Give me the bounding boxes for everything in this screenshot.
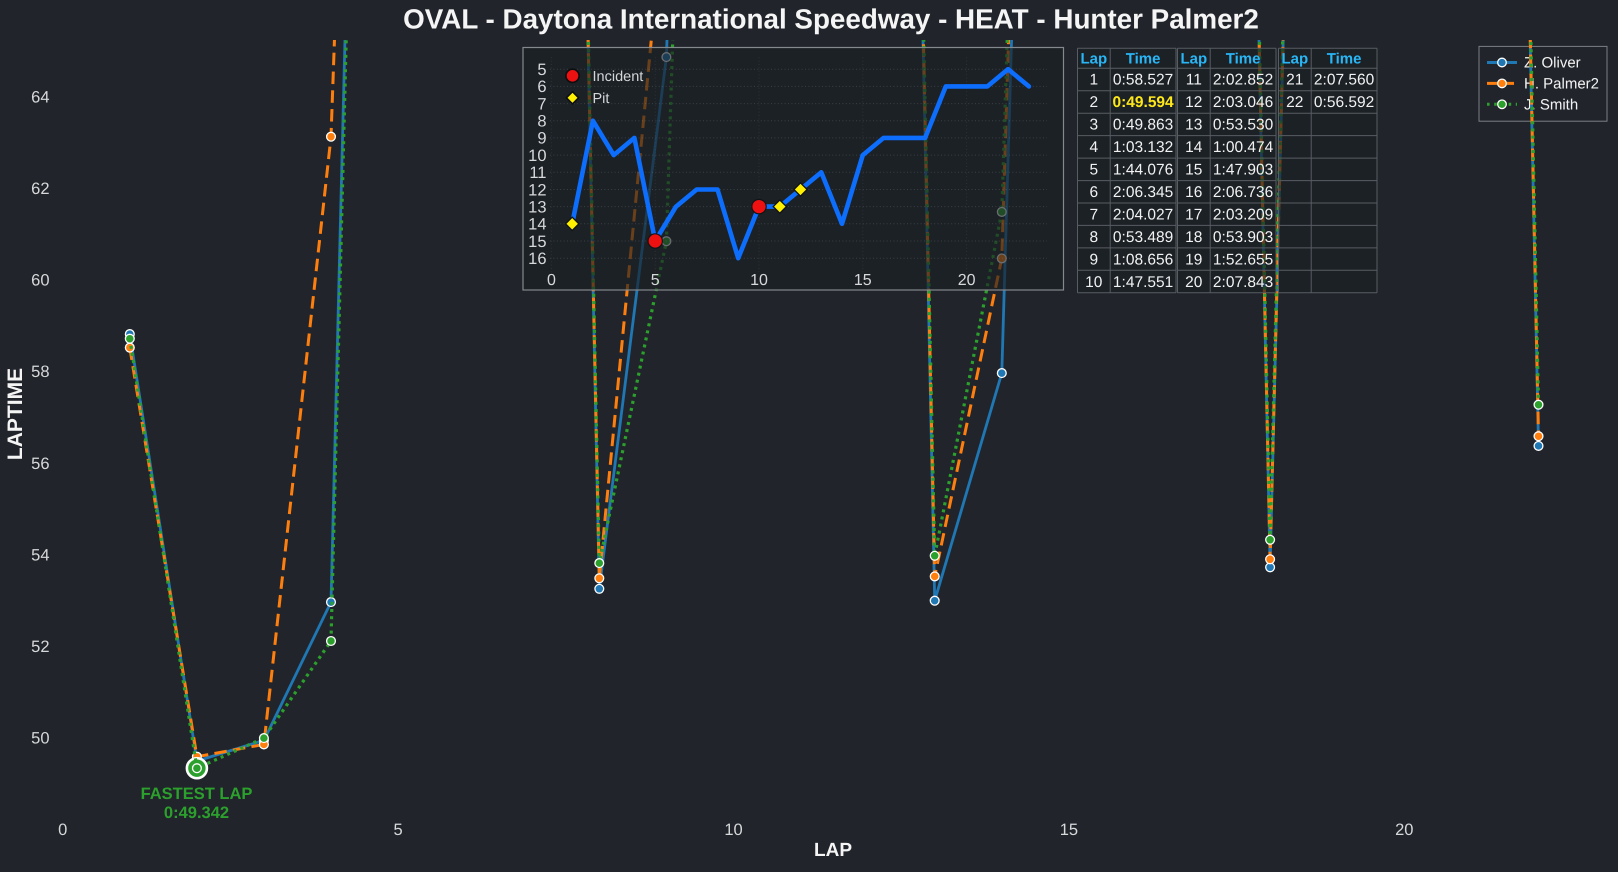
svg-text:0:53.903: 0:53.903 <box>1213 229 1273 246</box>
svg-text:12: 12 <box>528 181 546 199</box>
svg-text:64: 64 <box>31 88 49 106</box>
svg-text:10: 10 <box>724 821 742 839</box>
svg-text:15: 15 <box>1060 821 1078 839</box>
svg-text:1:47.551: 1:47.551 <box>1113 274 1173 291</box>
svg-text:2: 2 <box>1089 94 1098 111</box>
svg-text:LAP: LAP <box>814 840 852 861</box>
svg-text:2:07.560: 2:07.560 <box>1314 72 1375 89</box>
svg-text:J. Smith: J. Smith <box>1524 96 1578 113</box>
svg-text:FASTEST LAP: FASTEST LAP <box>141 785 253 803</box>
svg-text:15: 15 <box>1185 162 1202 179</box>
svg-text:0:58.527: 0:58.527 <box>1113 72 1173 89</box>
svg-text:10: 10 <box>528 147 546 165</box>
svg-text:20: 20 <box>1185 274 1203 291</box>
svg-text:3: 3 <box>1089 117 1098 134</box>
svg-text:7: 7 <box>537 95 546 113</box>
svg-text:0:53.530: 0:53.530 <box>1213 117 1274 134</box>
svg-text:15: 15 <box>854 272 872 289</box>
svg-text:14: 14 <box>1185 139 1203 156</box>
svg-text:0: 0 <box>58 821 67 839</box>
svg-text:1: 1 <box>1089 72 1098 89</box>
svg-text:13: 13 <box>1185 117 1202 134</box>
svg-text:19: 19 <box>1185 251 1202 268</box>
svg-text:1:47.903: 1:47.903 <box>1213 162 1273 179</box>
svg-text:22: 22 <box>1286 94 1303 111</box>
svg-text:Lap: Lap <box>1281 51 1308 68</box>
svg-text:2:07.843: 2:07.843 <box>1213 274 1273 291</box>
svg-text:Time: Time <box>1327 51 1362 68</box>
svg-text:0: 0 <box>547 272 556 289</box>
svg-text:Z. Oliver: Z. Oliver <box>1524 55 1581 72</box>
svg-text:62: 62 <box>31 180 49 198</box>
svg-text:2:06.345: 2:06.345 <box>1113 184 1173 201</box>
svg-text:60: 60 <box>31 272 49 290</box>
svg-text:OVAL - Daytona International S: OVAL - Daytona International Speedway - … <box>403 4 1259 35</box>
svg-text:Time: Time <box>1226 51 1261 68</box>
svg-text:1:52.655: 1:52.655 <box>1213 251 1273 268</box>
svg-text:11: 11 <box>529 164 546 182</box>
svg-text:1:08.656: 1:08.656 <box>1113 251 1173 268</box>
svg-text:5: 5 <box>1089 162 1098 179</box>
svg-text:11: 11 <box>1186 72 1202 89</box>
svg-text:2:03.209: 2:03.209 <box>1213 206 1273 223</box>
svg-text:10: 10 <box>750 272 768 289</box>
svg-text:16: 16 <box>528 250 546 268</box>
svg-text:5: 5 <box>537 61 546 79</box>
svg-text:52: 52 <box>31 638 49 656</box>
svg-text:56: 56 <box>31 455 49 473</box>
svg-text:9: 9 <box>537 130 546 148</box>
svg-text:20: 20 <box>958 272 976 289</box>
svg-text:2:02.852: 2:02.852 <box>1213 72 1273 89</box>
svg-text:15: 15 <box>528 233 546 251</box>
svg-text:5: 5 <box>394 821 403 839</box>
svg-text:8: 8 <box>1089 229 1098 246</box>
svg-text:Pit: Pit <box>593 91 610 107</box>
svg-text:2:03.046: 2:03.046 <box>1213 94 1273 111</box>
svg-text:9: 9 <box>1089 251 1098 268</box>
svg-text:0:49.342: 0:49.342 <box>164 804 229 822</box>
svg-text:7: 7 <box>1089 206 1098 223</box>
svg-text:1:03.132: 1:03.132 <box>1113 139 1173 156</box>
svg-text:0:49.863: 0:49.863 <box>1113 117 1173 134</box>
svg-text:13: 13 <box>528 198 546 216</box>
svg-text:58: 58 <box>31 363 49 381</box>
svg-text:1:00.474: 1:00.474 <box>1213 139 1274 156</box>
svg-text:12: 12 <box>1185 94 1202 111</box>
svg-text:Time: Time <box>1126 51 1161 68</box>
svg-text:16: 16 <box>1185 184 1202 201</box>
svg-text:0:53.489: 0:53.489 <box>1113 229 1173 246</box>
svg-text:LAPTIME: LAPTIME <box>4 368 27 460</box>
svg-text:Incident: Incident <box>593 69 644 85</box>
svg-text:10: 10 <box>1085 274 1103 291</box>
svg-text:54: 54 <box>31 546 49 564</box>
svg-text:8: 8 <box>537 113 546 131</box>
svg-text:18: 18 <box>1185 229 1202 246</box>
svg-text:1:44.076: 1:44.076 <box>1113 162 1173 179</box>
svg-text:4: 4 <box>1089 139 1098 156</box>
svg-text:H. Palmer2: H. Palmer2 <box>1524 75 1599 92</box>
svg-text:20: 20 <box>1395 821 1413 839</box>
svg-text:2:04.027: 2:04.027 <box>1113 206 1173 223</box>
svg-text:Lap: Lap <box>1180 51 1207 68</box>
svg-text:0:56.592: 0:56.592 <box>1314 94 1374 111</box>
svg-text:2:06.736: 2:06.736 <box>1213 184 1273 201</box>
svg-text:0:49.594: 0:49.594 <box>1112 94 1174 111</box>
svg-text:6: 6 <box>1089 184 1098 201</box>
svg-text:14: 14 <box>528 216 546 234</box>
svg-text:Lap: Lap <box>1080 51 1107 68</box>
svg-text:21: 21 <box>1286 72 1303 89</box>
svg-text:50: 50 <box>31 730 49 748</box>
svg-text:5: 5 <box>651 272 660 289</box>
svg-text:17: 17 <box>1185 206 1202 223</box>
svg-text:6: 6 <box>537 78 546 96</box>
